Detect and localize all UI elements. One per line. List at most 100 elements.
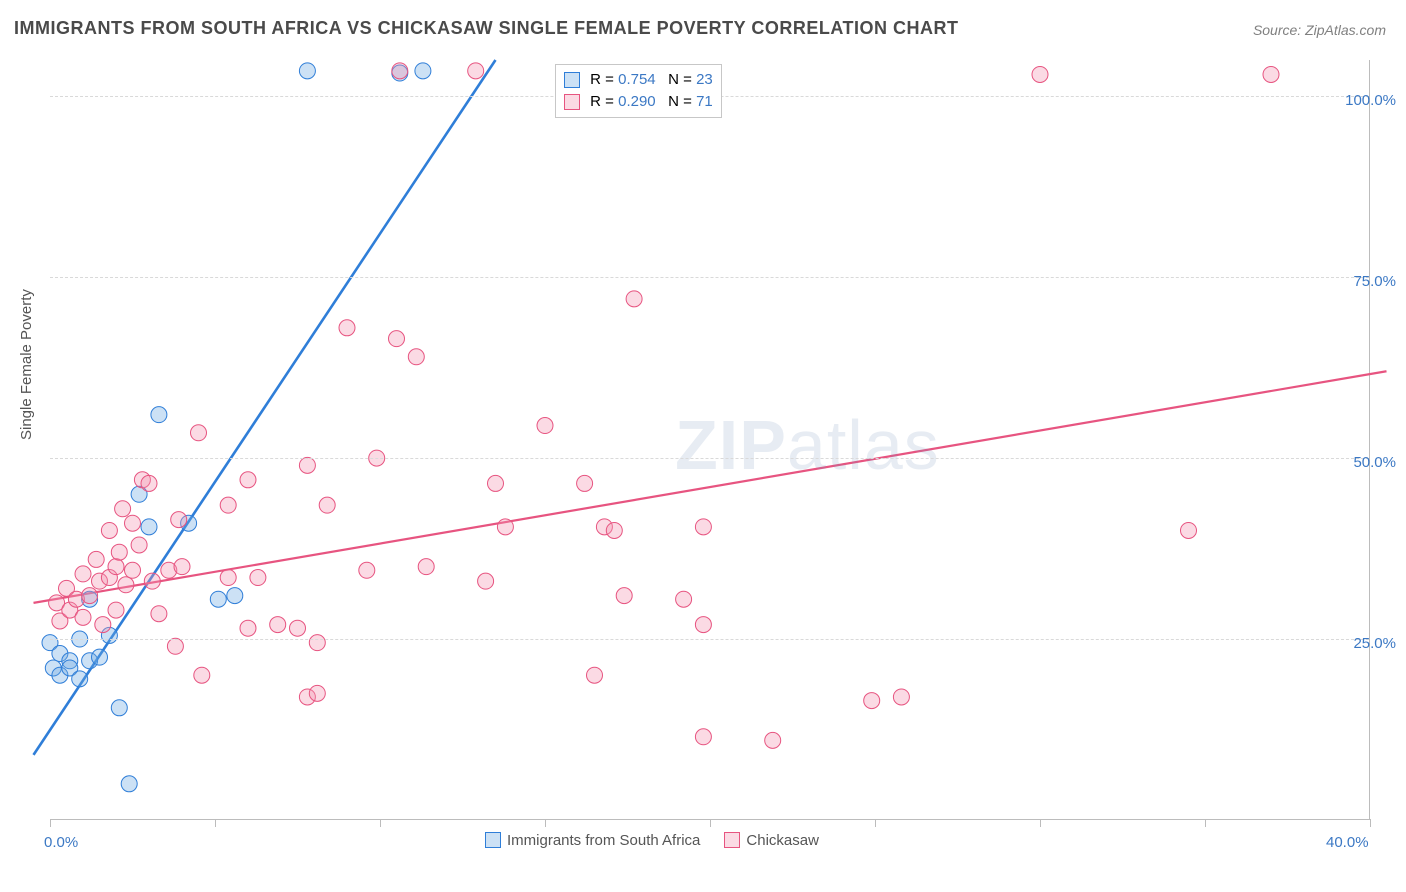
source-label: Source: ZipAtlas.com bbox=[1253, 22, 1386, 38]
swatch-icon bbox=[485, 832, 501, 848]
point-ck bbox=[616, 588, 632, 604]
point-ck bbox=[240, 620, 256, 636]
point-ck bbox=[765, 732, 781, 748]
x-tick bbox=[1040, 819, 1041, 827]
point-ck bbox=[290, 620, 306, 636]
legend-item-ck: Chickasaw bbox=[724, 832, 819, 849]
point-ck bbox=[82, 588, 98, 604]
point-ck bbox=[676, 591, 692, 607]
point-ck bbox=[118, 577, 134, 593]
point-ck bbox=[695, 617, 711, 633]
point-ck bbox=[171, 512, 187, 528]
point-ck bbox=[468, 63, 484, 79]
y-tick-label: 25.0% bbox=[1353, 635, 1396, 652]
point-ck bbox=[497, 519, 513, 535]
point-ck bbox=[111, 544, 127, 560]
point-sa bbox=[210, 591, 226, 607]
point-ck bbox=[478, 573, 494, 589]
point-ck bbox=[194, 667, 210, 683]
legend-corr-row-sa: R = 0.754 N = 23 bbox=[564, 69, 713, 91]
point-sa bbox=[227, 588, 243, 604]
plot-area: ZIPatlas bbox=[50, 60, 1370, 820]
point-sa bbox=[299, 63, 315, 79]
point-ck bbox=[125, 562, 141, 578]
point-ck bbox=[167, 638, 183, 654]
point-ck bbox=[131, 537, 147, 553]
point-sa bbox=[72, 671, 88, 687]
point-ck bbox=[418, 559, 434, 575]
point-ck bbox=[1032, 66, 1048, 82]
point-ck bbox=[359, 562, 375, 578]
gridline bbox=[50, 639, 1369, 640]
legend-corr-text: R = 0.290 N = 71 bbox=[586, 91, 713, 113]
point-ck bbox=[537, 418, 553, 434]
point-ck bbox=[220, 497, 236, 513]
point-sa bbox=[121, 776, 137, 792]
y-tick-label: 75.0% bbox=[1353, 273, 1396, 290]
point-ck bbox=[309, 685, 325, 701]
point-ck bbox=[319, 497, 335, 513]
y-axis-label: Single Female Poverty bbox=[18, 289, 35, 440]
point-ck bbox=[101, 522, 117, 538]
point-ck bbox=[864, 693, 880, 709]
point-sa bbox=[92, 649, 108, 665]
point-ck bbox=[893, 689, 909, 705]
point-ck bbox=[339, 320, 355, 336]
point-ck bbox=[75, 609, 91, 625]
point-ck bbox=[270, 617, 286, 633]
point-sa bbox=[141, 519, 157, 535]
point-ck bbox=[606, 522, 622, 538]
point-ck bbox=[626, 291, 642, 307]
point-ck bbox=[695, 729, 711, 745]
x-tick bbox=[50, 819, 51, 827]
x-tick bbox=[875, 819, 876, 827]
point-ck bbox=[240, 472, 256, 488]
point-ck bbox=[115, 501, 131, 517]
point-ck bbox=[389, 331, 405, 347]
legend-correlation: R = 0.754 N = 23 R = 0.290 N = 71 bbox=[555, 64, 722, 118]
legend-corr-text: R = 0.754 N = 23 bbox=[586, 69, 713, 91]
x-tick bbox=[545, 819, 546, 827]
x-tick bbox=[1370, 819, 1371, 827]
gridline bbox=[50, 458, 1369, 459]
legend-series: Immigrants from South Africa Chickasaw bbox=[485, 832, 819, 849]
y-tick-label: 100.0% bbox=[1345, 92, 1396, 109]
point-ck bbox=[695, 519, 711, 535]
point-ck bbox=[191, 425, 207, 441]
x-tick bbox=[380, 819, 381, 827]
chart-title: IMMIGRANTS FROM SOUTH AFRICA VS CHICKASA… bbox=[14, 18, 959, 39]
point-ck bbox=[88, 551, 104, 567]
point-ck bbox=[587, 667, 603, 683]
point-ck bbox=[299, 457, 315, 473]
x-tick bbox=[1205, 819, 1206, 827]
legend-corr-row-ck: R = 0.290 N = 71 bbox=[564, 91, 713, 113]
chart-svg bbox=[50, 60, 1369, 819]
point-ck bbox=[309, 635, 325, 651]
x-tick-label: 40.0% bbox=[1326, 834, 1369, 851]
point-ck bbox=[144, 573, 160, 589]
y-tick-label: 50.0% bbox=[1353, 454, 1396, 471]
swatch-icon bbox=[564, 72, 580, 88]
legend-item-sa: Immigrants from South Africa bbox=[485, 832, 700, 849]
x-tick-label: 0.0% bbox=[44, 834, 78, 851]
point-ck bbox=[151, 606, 167, 622]
point-ck bbox=[1181, 522, 1197, 538]
point-ck bbox=[577, 475, 593, 491]
trend-line-ck bbox=[34, 371, 1387, 603]
point-ck bbox=[125, 515, 141, 531]
point-ck bbox=[141, 475, 157, 491]
point-ck bbox=[392, 63, 408, 79]
x-tick bbox=[215, 819, 216, 827]
point-ck bbox=[1263, 66, 1279, 82]
point-ck bbox=[108, 602, 124, 618]
point-ck bbox=[408, 349, 424, 365]
legend-label: Immigrants from South Africa bbox=[507, 832, 700, 849]
swatch-icon bbox=[564, 94, 580, 110]
swatch-icon bbox=[724, 832, 740, 848]
point-ck bbox=[75, 566, 91, 582]
point-ck bbox=[250, 570, 266, 586]
point-sa bbox=[151, 407, 167, 423]
point-sa bbox=[111, 700, 127, 716]
point-sa bbox=[415, 63, 431, 79]
x-tick bbox=[710, 819, 711, 827]
